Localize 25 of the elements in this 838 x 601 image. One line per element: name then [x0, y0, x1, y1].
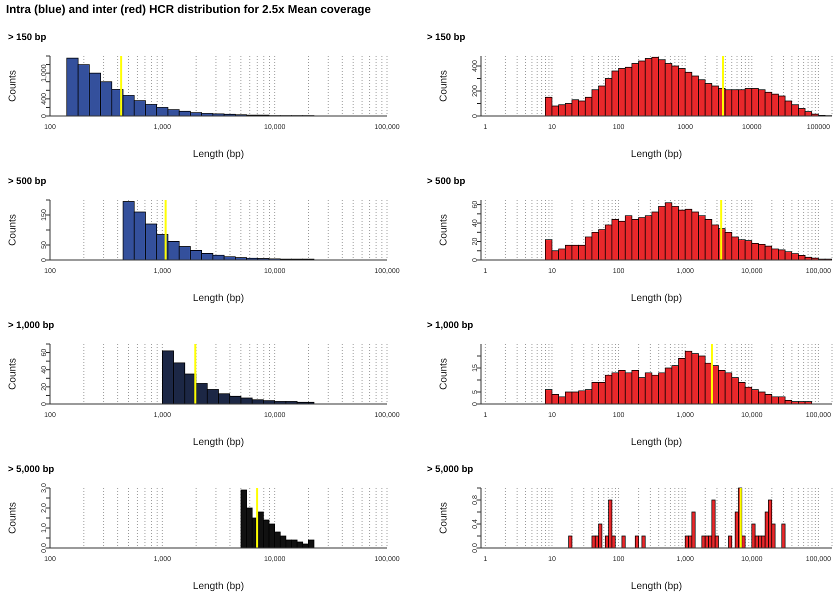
y-axis-title: Counts: [438, 214, 450, 246]
chart-subtitle: > 500 bp: [427, 176, 466, 187]
y-axis-title: Counts: [8, 70, 19, 102]
y-axis-title: Counts: [8, 214, 19, 246]
chart-subtitle: > 1,000 bp: [8, 320, 54, 331]
x-axis-title: Length (bp): [630, 581, 682, 592]
y-axis-title: Counts: [438, 502, 450, 534]
chart-subtitle: > 5,000 bp: [8, 464, 54, 475]
x-axis-title: Length (bp): [192, 293, 244, 304]
chart-subtitle: > 500 bp: [8, 176, 46, 187]
y-axis-title: Counts: [438, 358, 450, 390]
x-axis-title: Length (bp): [630, 437, 682, 448]
chart-subtitle: > 150 bp: [427, 32, 466, 43]
x-axis-title: Length (bp): [192, 437, 244, 448]
chart-subtitle: > 5,000 bp: [427, 464, 474, 475]
y-axis-title: Counts: [8, 502, 19, 534]
chart-subtitle: > 1,000 bp: [427, 320, 474, 331]
x-axis-title: Length (bp): [192, 149, 244, 160]
chart-subtitle: > 150 bp: [8, 32, 46, 43]
chart-title: Intra (blue) and inter (red) HCR distribution for 2.5x Mean coverage: [6, 4, 371, 16]
x-axis-title: Length (bp): [630, 149, 682, 160]
y-axis-title: Counts: [438, 70, 450, 102]
y-axis-title: Counts: [8, 358, 19, 390]
x-axis-title: Length (bp): [630, 293, 682, 304]
x-axis-title: Length (bp): [192, 581, 244, 592]
